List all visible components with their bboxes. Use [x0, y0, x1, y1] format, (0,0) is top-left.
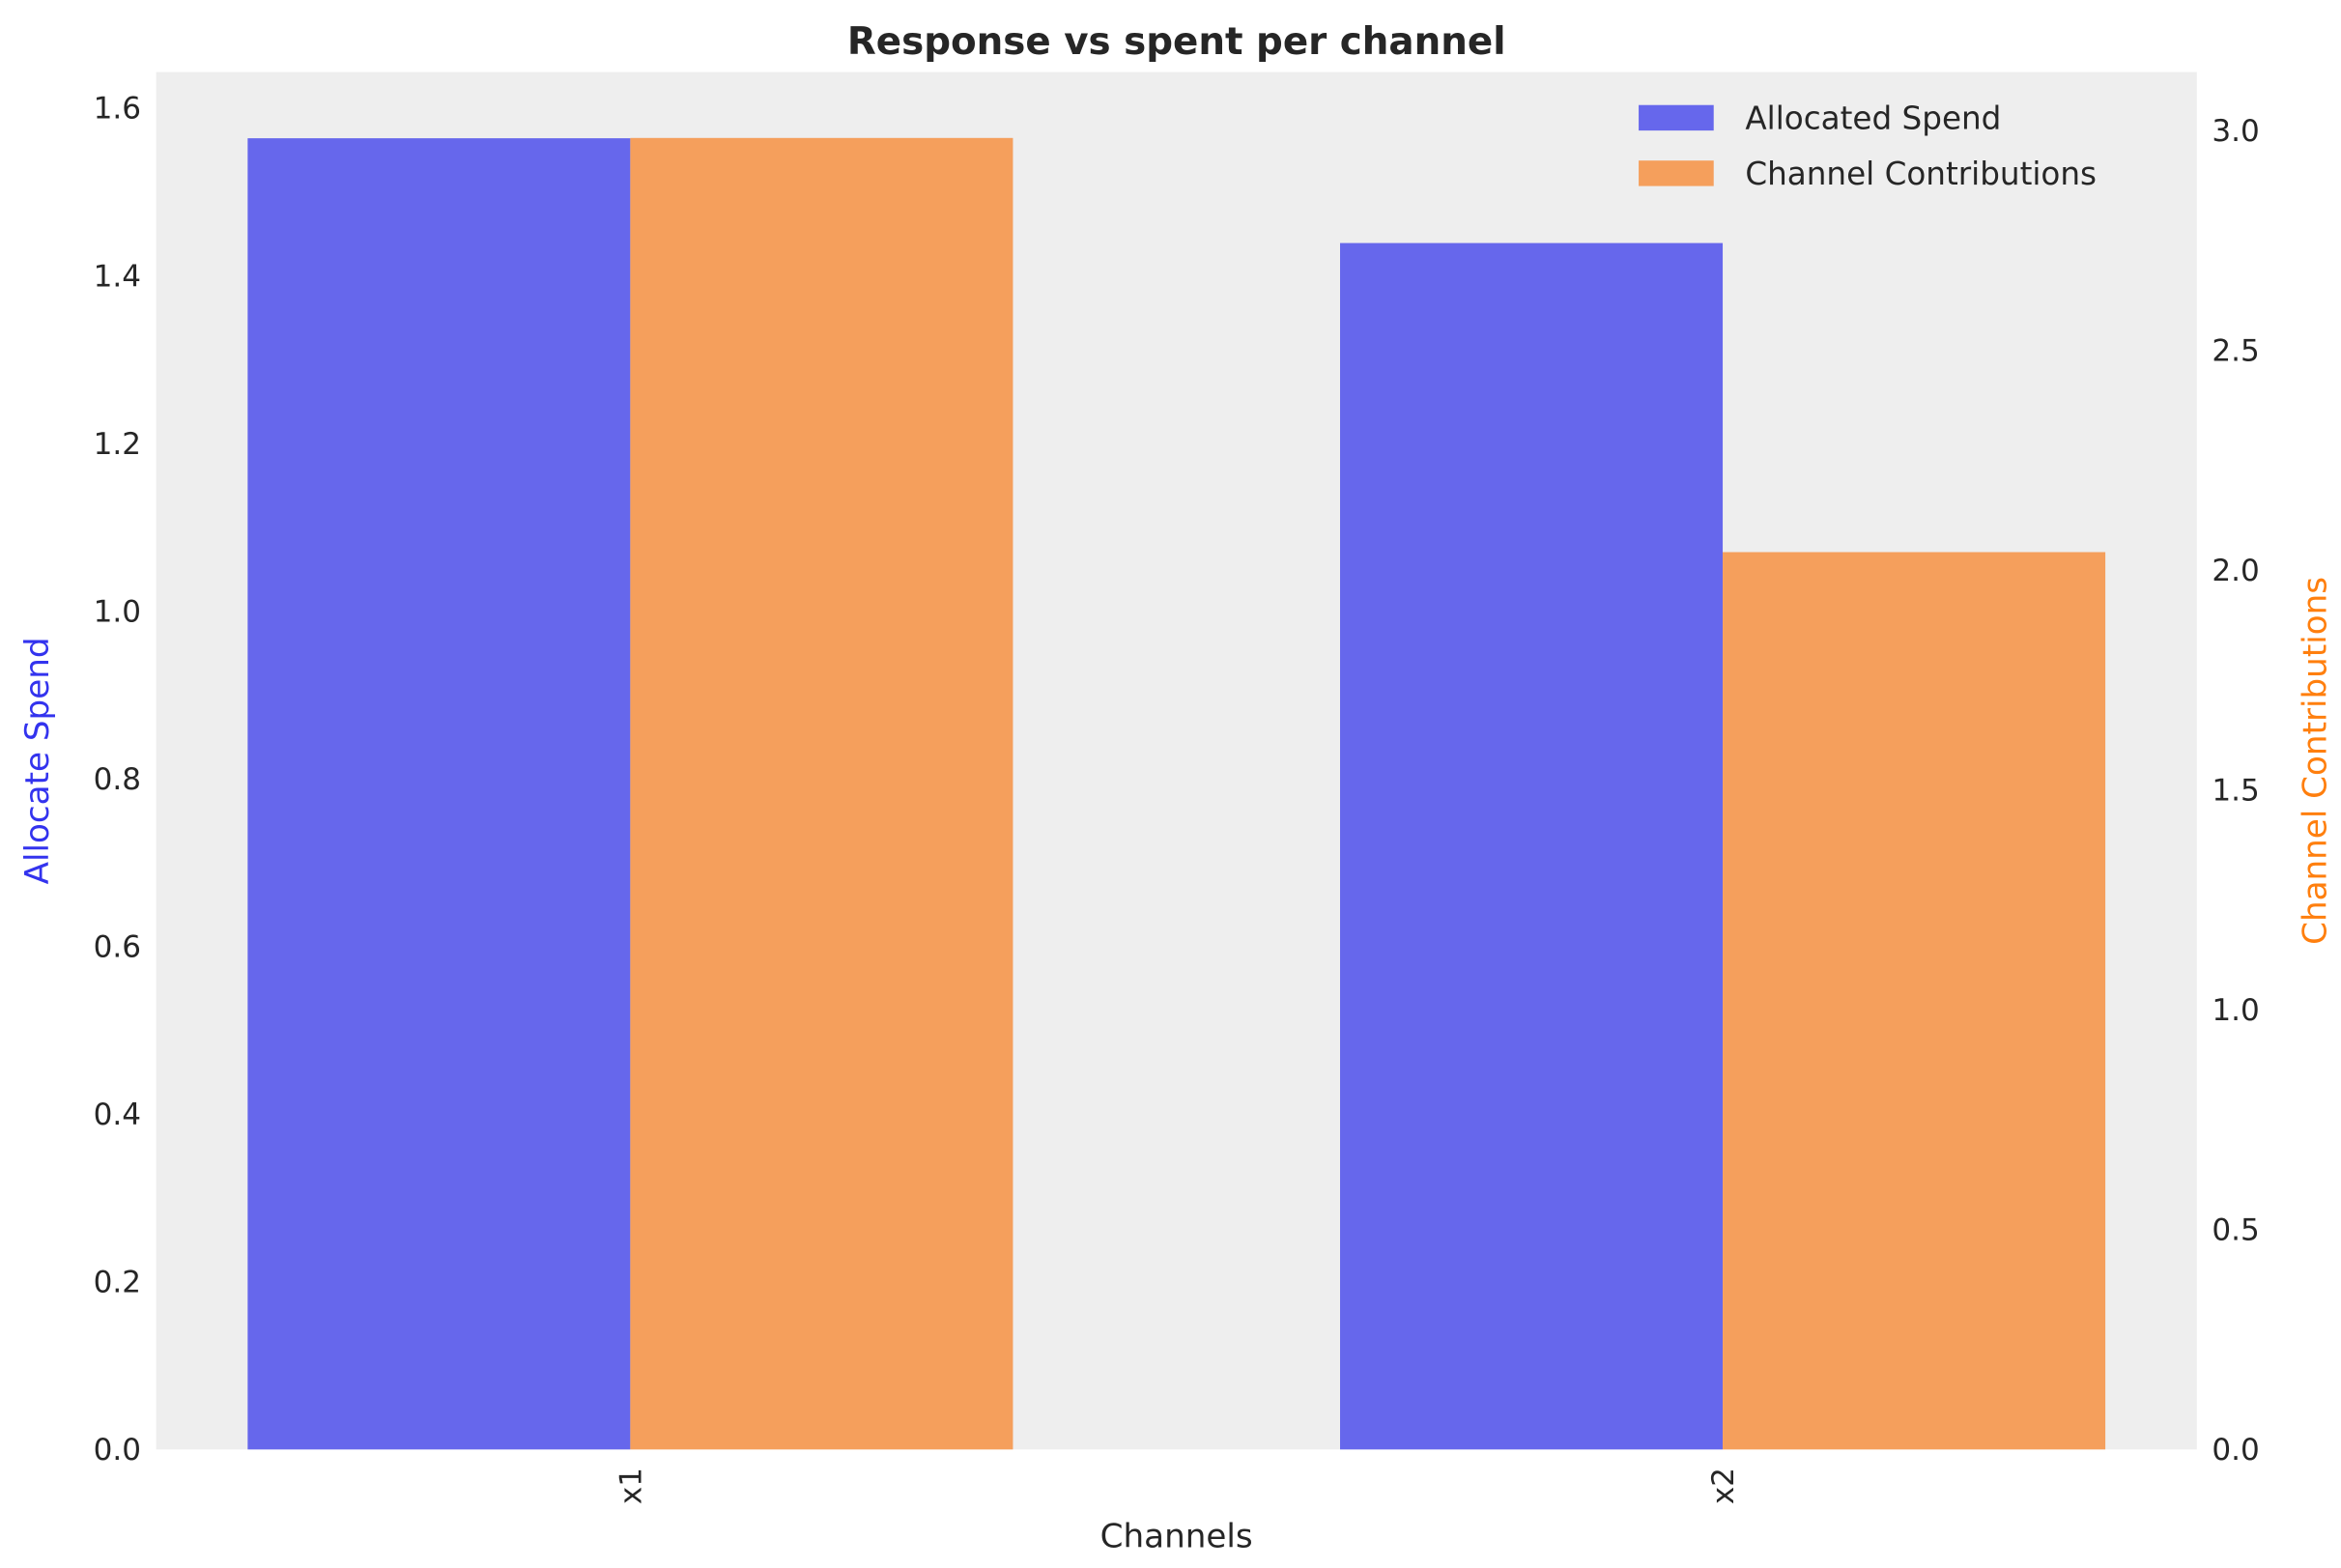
legend: Allocated Spend Channel Contributions — [1639, 100, 2097, 192]
y-right-tick-label: 2.0 — [2212, 554, 2259, 588]
y-right-tick-label: 0.5 — [2212, 1213, 2259, 1248]
bar-channel-contributions-x2 — [1723, 552, 2106, 1450]
chart-title: Response vs spent per channel — [847, 20, 1506, 64]
y-tick-label: 0.8 — [94, 762, 141, 797]
y-tick-label: 0.4 — [94, 1098, 141, 1132]
y-tick-label: 1.4 — [94, 259, 141, 294]
y-tick-label: 0.2 — [94, 1266, 141, 1300]
legend-label: Allocated Spend — [1745, 100, 2001, 137]
bar-allocated-spend-x1 — [247, 138, 631, 1450]
x-tick-label: x2 — [1706, 1468, 1741, 1504]
x-axis-label: Channels — [1100, 1517, 1253, 1555]
y-right-tick-label: 3.0 — [2212, 114, 2259, 149]
legend-swatch — [1639, 104, 1714, 131]
y-right-tick-label: 2.5 — [2212, 333, 2259, 368]
y-right-tick-label: 1.0 — [2212, 993, 2259, 1028]
y-tick-label: 1.0 — [94, 594, 141, 629]
y-tick-label: 0.6 — [94, 930, 141, 965]
y-axis-right-label: Channel Contributions — [2296, 577, 2334, 945]
y-right-tick-label: 1.5 — [2212, 774, 2259, 809]
bar-allocated-spend-x2 — [1340, 242, 1724, 1450]
bar-channel-contributions-x1 — [630, 137, 1013, 1450]
y-axis-label: Allocate Spend — [18, 637, 57, 884]
y-tick-label: 0.0 — [94, 1433, 141, 1468]
x-tick-label: x1 — [614, 1468, 648, 1504]
y-tick-label: 1.6 — [94, 92, 141, 127]
y-tick-label: 1.2 — [94, 427, 141, 462]
legend-label: Channel Contributions — [1745, 156, 2097, 192]
legend-swatch — [1639, 160, 1714, 186]
y-right-tick-label: 0.0 — [2212, 1433, 2259, 1468]
